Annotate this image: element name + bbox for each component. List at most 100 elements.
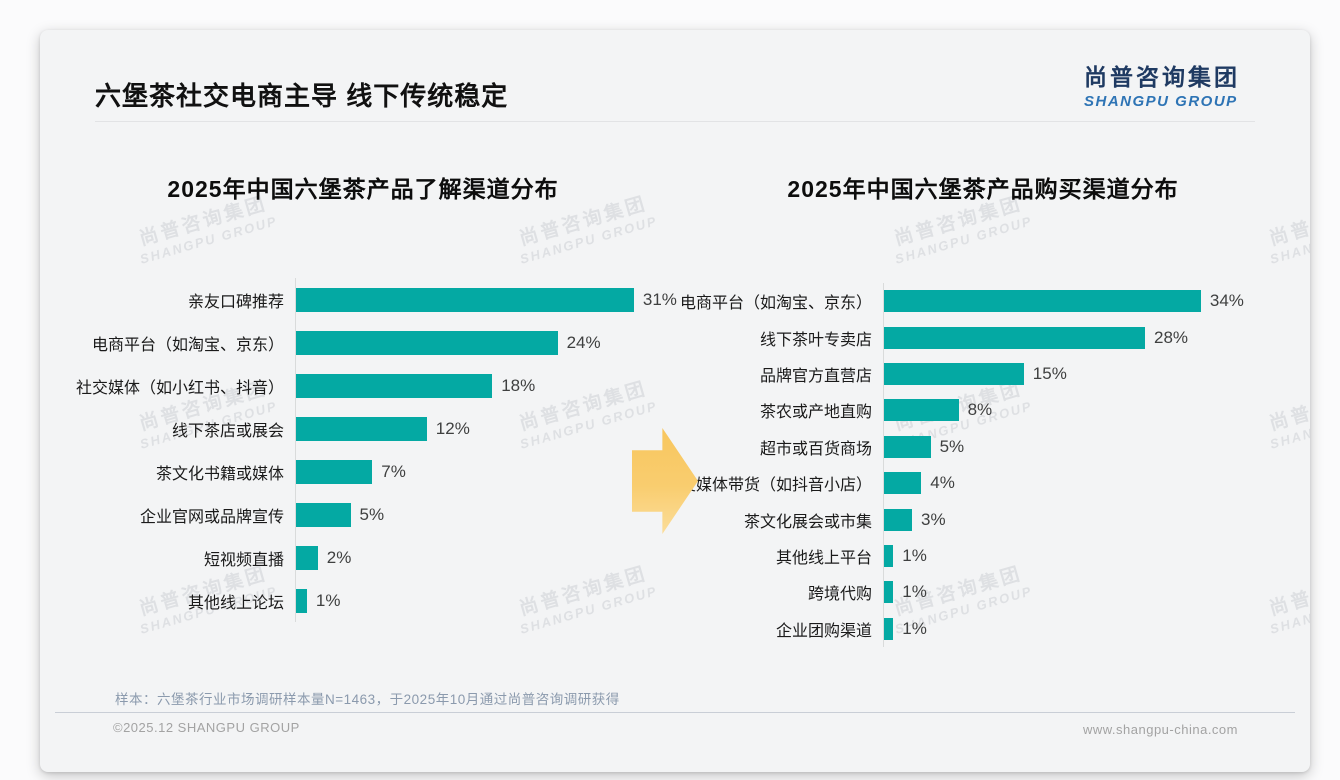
value-label: 28% [1154, 327, 1189, 347]
bar-track: 12% [295, 407, 705, 450]
value-label: 34% [1209, 291, 1244, 311]
value-label: 31% [642, 289, 677, 309]
value-label: 2% [326, 547, 352, 567]
data-bar [296, 373, 493, 398]
bar-track: 8% [883, 392, 1303, 429]
chart-row: 企业官网或品牌宣传 5% [75, 493, 705, 536]
category-label: 电商平台（如淘宝、京东） [91, 336, 284, 354]
logo-english-text: SHANGPU GROUP [1084, 93, 1238, 110]
category-label: 亲友口碑推荐 [187, 293, 284, 311]
bar-track: 2% [295, 536, 705, 579]
header-divider [95, 121, 1255, 122]
purchase-chart-title: 2025年中国六堡茶产品购买渠道分布 [787, 176, 1179, 202]
category-label: 茶文化书籍或媒体 [155, 465, 284, 483]
data-bar [296, 416, 427, 441]
data-bar [296, 287, 634, 312]
data-bar [884, 326, 1145, 349]
value-label: 7% [381, 461, 406, 481]
slide-title: 六堡茶社交电商主导 线下传统稳定 [95, 81, 509, 111]
copyright-text: ©2025.12 SHANGPU GROUP [113, 720, 300, 735]
data-bar [884, 399, 959, 422]
data-bar [296, 588, 307, 613]
purchase-channel-bar-chart: 电商平台（如淘宝、京东） 34% 线下茶叶专卖店 28% 品牌官方直营店 15% 茶农或产地… [663, 283, 1303, 647]
chart-row: 亲友口碑推荐 31% [75, 278, 705, 321]
data-bar [884, 508, 912, 531]
category-label: 茶文化展会或市集 [743, 513, 872, 531]
value-label: 24% [566, 332, 601, 352]
bar-track: 3% [883, 501, 1303, 538]
value-label: 3% [921, 509, 946, 529]
value-label: 12% [435, 418, 470, 438]
awareness-channel-bar-chart: 亲友口碑推荐 31% 电商平台（如淘宝、京东） 24% 社交媒体（如小红书、抖音） 18%… [75, 278, 705, 622]
category-label: 短视频直播 [203, 551, 284, 569]
chart-row: 短视频直播 2% [75, 536, 705, 579]
value-label: 8% [967, 400, 993, 420]
bar-track: 1% [883, 610, 1303, 647]
chart-row: 茶文化书籍或媒体 7% [75, 450, 705, 493]
chart-row: 其他线上论坛 1% [75, 579, 705, 622]
value-label: 5% [939, 436, 965, 456]
company-logo: 尚普咨询集团 SHANGPU GROUP [1084, 58, 1240, 110]
bar-track: 28% [883, 319, 1303, 356]
value-label: 5% [359, 504, 385, 524]
data-bar [296, 545, 318, 570]
chart-row: 社交媒体带货（如抖音小店） 4% [663, 464, 1303, 502]
slide-card: 尚普咨询集团 SHANGPU GROUP 尚普咨询集团 SHANGPU GROUP 尚普… [40, 30, 1310, 772]
category-label: 社交媒体（如小红书、抖音） [75, 379, 284, 397]
category-label: 企业官网或品牌宣传 [139, 508, 284, 526]
chart-row: 其他线上平台 1% [663, 537, 1303, 575]
bar-track: 4% [883, 464, 1303, 502]
category-label: 社交媒体带货（如抖音小店） [663, 477, 872, 495]
chart-row: 茶文化展会或市集 3% [663, 501, 1303, 538]
chart-row: 超市或百货商场 5% [663, 428, 1303, 465]
bar-track: 24% [295, 321, 705, 364]
category-label: 其他线上论坛 [187, 594, 284, 612]
category-label: 品牌官方直营店 [759, 367, 872, 385]
bar-track: 5% [883, 428, 1303, 465]
chart-row: 跨境代购 1% [663, 574, 1303, 611]
category-label: 超市或百货商场 [759, 440, 872, 458]
footer-divider [55, 712, 1295, 713]
website-url: www.shangpu-china.com [1082, 722, 1238, 737]
category-label: 线下茶店或展会 [171, 422, 284, 440]
bar-track: 7% [295, 450, 705, 493]
chart-row: 线下茶叶专卖店 28% [663, 319, 1303, 356]
category-label: 线下茶叶专卖店 [759, 331, 872, 349]
data-bar [884, 544, 894, 567]
value-label: 1% [902, 545, 927, 565]
bar-track: 5% [295, 493, 705, 536]
value-label: 1% [902, 582, 927, 602]
chart-row: 企业团购渠道 1% [663, 610, 1303, 647]
sample-note: 样本：六堡茶行业市场调研样本量N=1463，于2025年10月通过尚普咨询调研获… [115, 692, 620, 707]
bar-track: 1% [883, 574, 1303, 611]
data-bar [884, 581, 894, 604]
bar-track: 15% [883, 355, 1303, 393]
category-label: 电商平台（如淘宝、京东） [679, 295, 872, 313]
category-label: 企业团购渠道 [775, 622, 872, 640]
bar-track: 1% [295, 579, 705, 622]
chart-row: 品牌官方直营店 15% [663, 355, 1303, 393]
value-label: 1% [315, 590, 341, 610]
value-label: 1% [902, 618, 927, 638]
chart-row: 电商平台（如淘宝、京东） 24% [75, 321, 705, 364]
value-label: 15% [1032, 363, 1067, 383]
bar-track: 1% [883, 537, 1303, 575]
category-label: 其他线上平台 [775, 549, 872, 567]
bar-track: 31% [295, 278, 705, 321]
bar-track: 18% [295, 364, 705, 407]
logo-chinese-text: 尚普咨询集团 [1084, 64, 1240, 90]
data-bar [884, 617, 894, 640]
chart-row: 线下茶店或展会 12% [75, 407, 705, 450]
data-bar [296, 330, 558, 355]
data-bar [296, 502, 351, 527]
awareness-chart-title: 2025年中国六堡茶产品了解渠道分布 [167, 176, 559, 202]
chart-row: 茶农或产地直购 8% [663, 392, 1303, 429]
chart-row: 社交媒体（如小红书、抖音） 18% [75, 364, 705, 407]
category-label: 跨境代购 [807, 586, 872, 604]
category-label: 茶农或产地直购 [759, 404, 872, 422]
data-bar [296, 459, 373, 484]
data-bar [884, 290, 1201, 313]
chart-row: 电商平台（如淘宝、京东） 34% [663, 283, 1303, 320]
bar-track: 34% [883, 283, 1303, 320]
data-bar [884, 472, 922, 495]
